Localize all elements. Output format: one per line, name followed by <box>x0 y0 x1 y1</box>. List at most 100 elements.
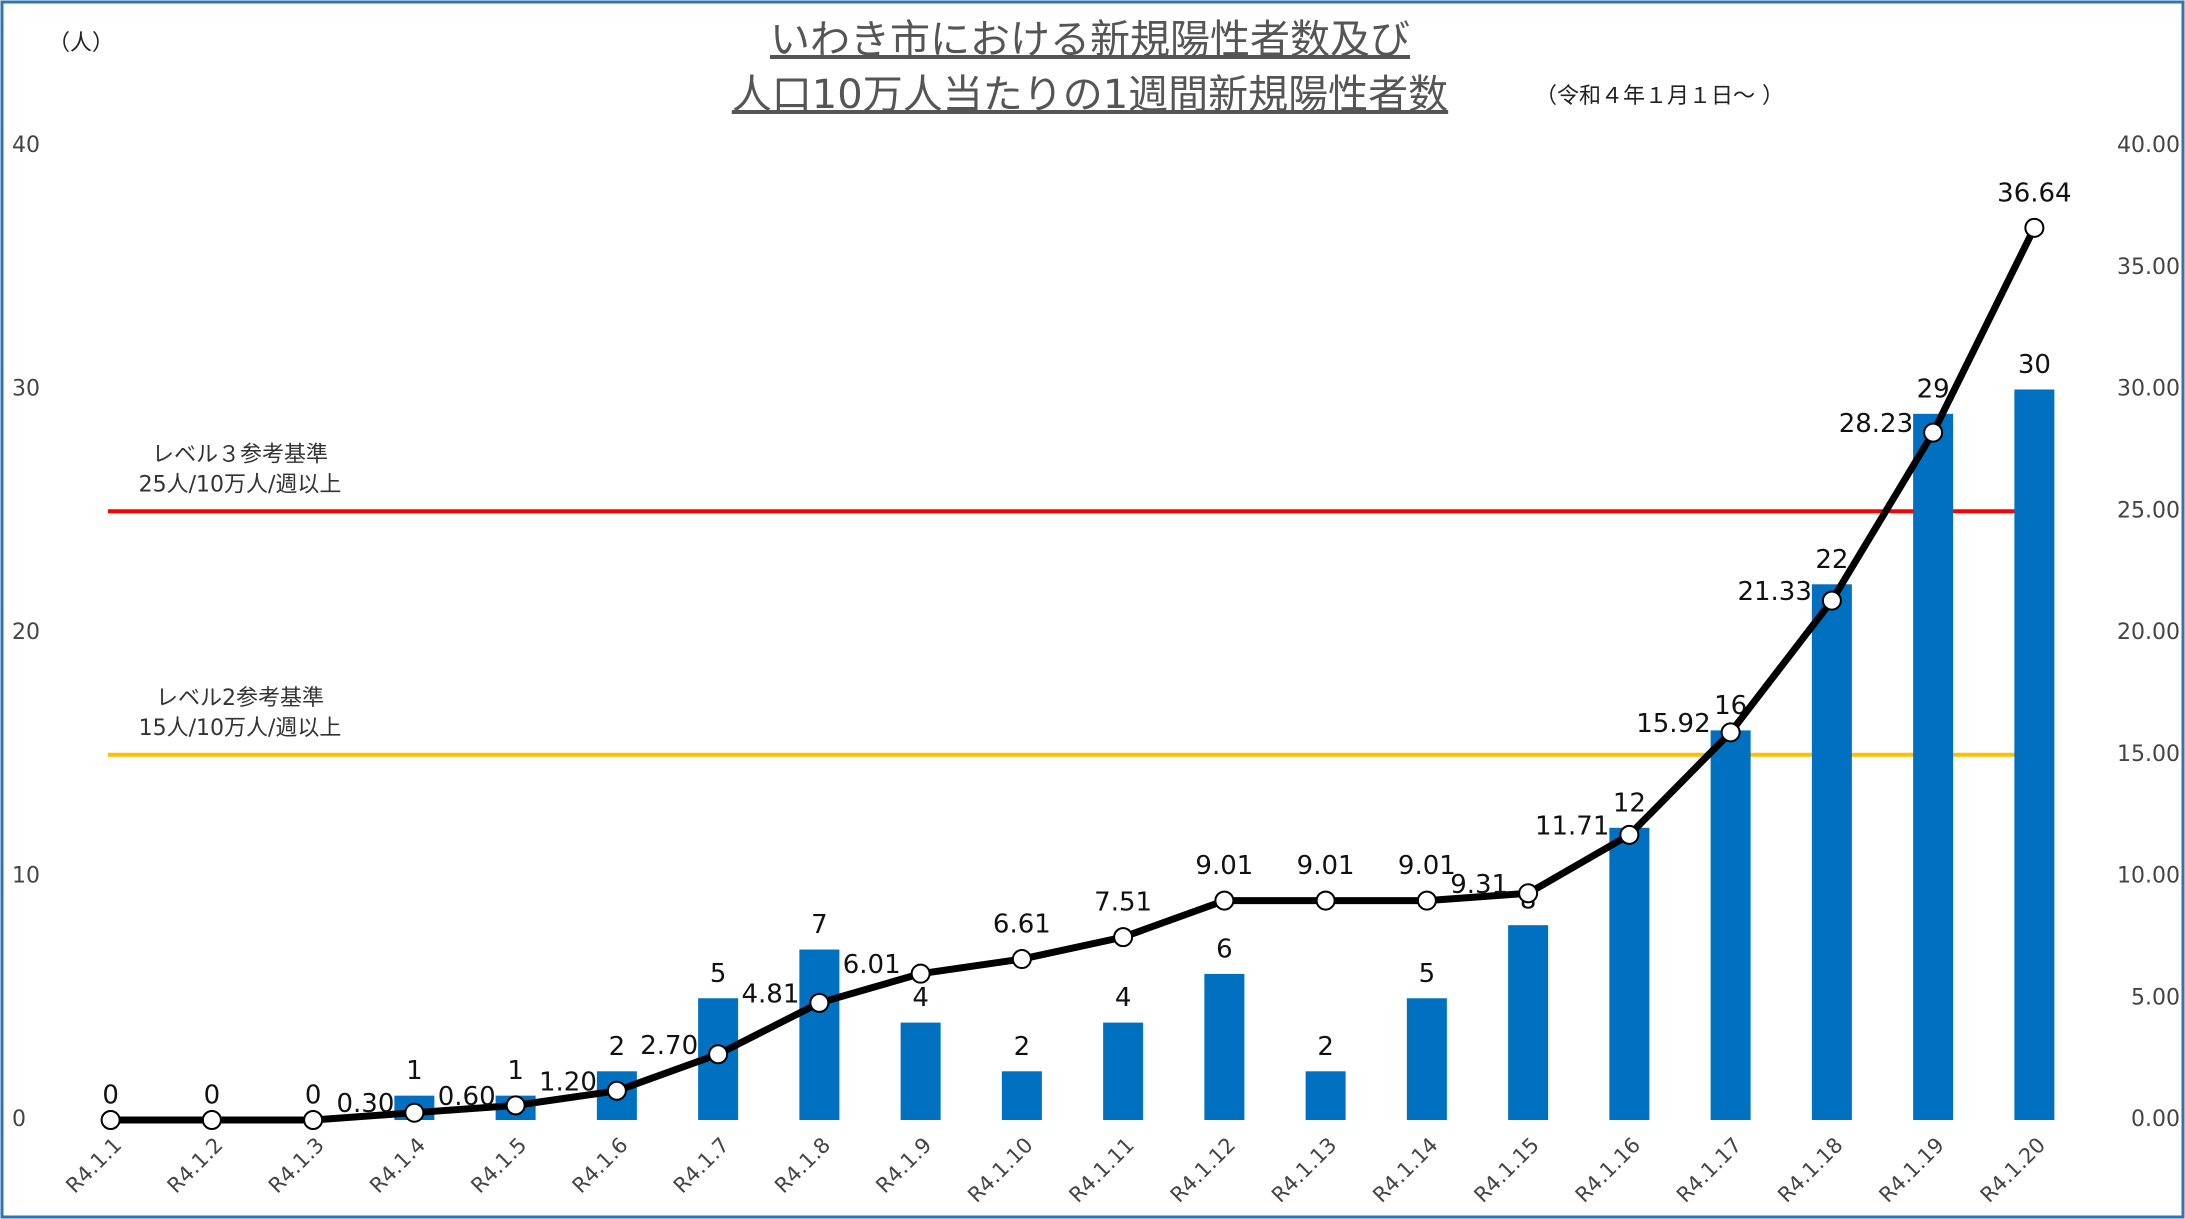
line-label: 36.64 <box>1997 178 2071 208</box>
bar-label: 30 <box>2018 350 2051 380</box>
x-tick-label: R4.1.11 <box>1064 1133 1139 1208</box>
bar-label: 12 <box>1613 788 1646 818</box>
x-tick-label: R4.1.20 <box>1976 1133 2051 1208</box>
line-point <box>1720 722 1741 743</box>
y-tick-label: 10 <box>12 864 40 889</box>
x-tick-label: R4.1.3 <box>264 1133 329 1198</box>
line-point <box>100 1110 121 1130</box>
reference-label: レベル2参考基準 <box>156 686 324 711</box>
bar <box>799 949 840 1120</box>
bar-label: 2 <box>609 1032 626 1062</box>
line-point <box>505 1095 526 1116</box>
x-tick-label: R4.1.8 <box>770 1133 835 1198</box>
chart-title: いわき市における新規陽性者数及び <box>770 17 1410 63</box>
y2-tick-label: 25.00 <box>2117 498 2180 523</box>
bar <box>1710 730 1751 1120</box>
x-tick-label: R4.1.1 <box>61 1133 126 1198</box>
x-tick-label: R4.1.12 <box>1166 1133 1241 1208</box>
bar <box>1913 413 1954 1121</box>
reference-label: レベル３参考基準 <box>152 442 328 467</box>
line-point <box>1416 890 1437 911</box>
line-label: 9.01 <box>1195 851 1253 881</box>
line-point <box>201 1110 222 1130</box>
bar <box>2014 389 2055 1120</box>
bar <box>1508 925 1549 1120</box>
y-tick-label: 0 <box>12 1107 26 1132</box>
bar-label: 5 <box>710 959 727 989</box>
line-label: 21.33 <box>1737 577 1811 607</box>
line-point <box>606 1080 627 1101</box>
line-point <box>910 963 931 984</box>
line-point <box>809 992 830 1013</box>
bar-label: 7 <box>811 910 828 940</box>
bar <box>1305 1071 1346 1120</box>
y2-tick-label: 0.00 <box>2131 1107 2180 1132</box>
y-tick-label: 40 <box>12 133 40 158</box>
x-tick-label: R4.1.5 <box>466 1133 531 1198</box>
line-point <box>2024 217 2045 238</box>
y2-tick-label: 10.00 <box>2117 864 2180 889</box>
bar-label: 0 <box>102 1081 119 1111</box>
line-label: 1.20 <box>539 1067 597 1097</box>
bar <box>1103 1022 1144 1120</box>
bar-label: 5 <box>1419 959 1436 989</box>
y-axis-label: （人） <box>48 31 114 56</box>
y2-tick-label: 40.00 <box>2117 133 2180 158</box>
bar-label: 22 <box>1815 545 1848 575</box>
y2-tick-label: 5.00 <box>2131 985 2180 1010</box>
line-label: 15.92 <box>1636 709 1710 739</box>
line-point <box>708 1044 729 1065</box>
line-label: 7.51 <box>1094 888 1152 918</box>
line-label: 0.60 <box>438 1082 496 1112</box>
bar-label: 6 <box>1216 934 1233 964</box>
x-tick-label: R4.1.7 <box>669 1133 734 1198</box>
bar-label: 29 <box>1917 374 1950 404</box>
x-tick-label: R4.1.13 <box>1267 1133 1342 1208</box>
x-tick-label: R4.1.19 <box>1874 1133 1949 1208</box>
bar-label: 1 <box>406 1056 423 1086</box>
line-point <box>1619 824 1640 845</box>
y-tick-label: 30 <box>12 377 40 402</box>
line-label: 6.61 <box>993 910 1051 940</box>
x-tick-label: R4.1.4 <box>365 1133 430 1198</box>
line-label: 11.71 <box>1535 811 1609 841</box>
line-label: 0.30 <box>336 1089 394 1119</box>
bar-label: 4 <box>1115 983 1132 1013</box>
bar-label: 4 <box>912 983 929 1013</box>
bar <box>1406 998 1447 1120</box>
line-point <box>1821 590 1842 611</box>
x-tick-label: R4.1.10 <box>963 1133 1038 1208</box>
bar-label: 1 <box>507 1056 524 1086</box>
bar <box>900 1022 941 1120</box>
x-tick-label: R4.1.6 <box>568 1133 633 1198</box>
y2-tick-label: 35.00 <box>2117 255 2180 280</box>
x-tick-label: R4.1.9 <box>871 1133 936 1198</box>
line-point <box>1518 883 1539 904</box>
x-tick-label: R4.1.2 <box>163 1133 228 1198</box>
line-label: 2.70 <box>640 1031 698 1061</box>
bar-label: 2 <box>1317 1032 1334 1062</box>
y2-tick-label: 30.00 <box>2117 377 2180 402</box>
line <box>110 226 2038 1124</box>
line-label: 28.23 <box>1839 409 1913 439</box>
x-tick-label: R4.1.14 <box>1368 1133 1443 1208</box>
line-label: 6.01 <box>843 950 901 980</box>
line-point <box>1214 890 1235 911</box>
bar <box>1204 973 1245 1120</box>
bar-label: 2 <box>1014 1032 1031 1062</box>
bar <box>1001 1071 1042 1120</box>
x-tick-label: R4.1.18 <box>1773 1133 1848 1208</box>
reference-label: 15人/10万人/週以上 <box>139 716 342 741</box>
y-tick-label: 20 <box>12 620 40 645</box>
line-point <box>1315 890 1336 911</box>
y2-tick-label: 20.00 <box>2117 620 2180 645</box>
line-point <box>404 1102 425 1123</box>
line-point <box>1923 422 1944 443</box>
chart-title: 人口10万人当たりの1週間新規陽性者数 <box>732 72 1448 118</box>
x-tick-label: R4.1.15 <box>1469 1133 1544 1208</box>
bar-label: 0 <box>204 1081 221 1111</box>
line-label: 9.31 <box>1450 870 1508 900</box>
line-label: 4.81 <box>741 979 799 1009</box>
